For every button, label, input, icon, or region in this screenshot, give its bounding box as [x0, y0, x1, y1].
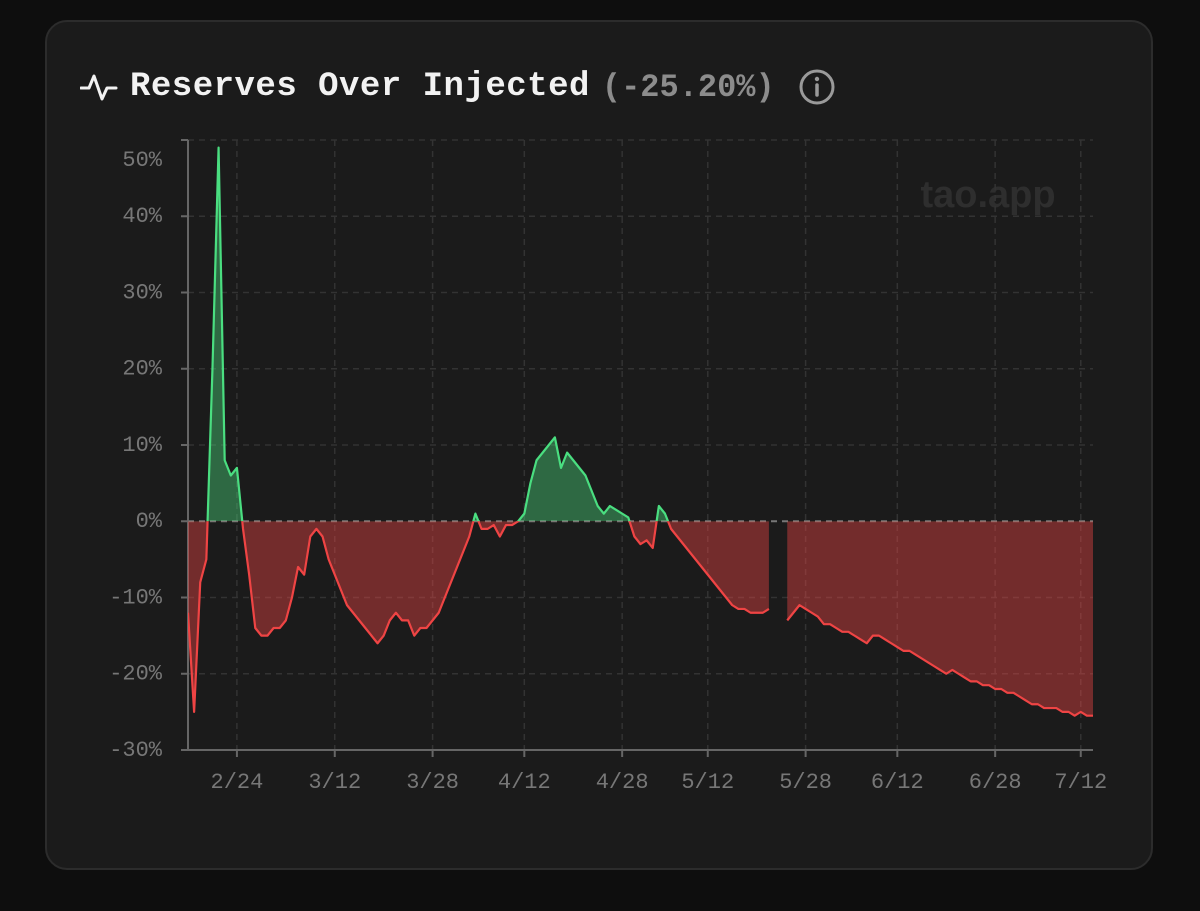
header: Reserves Over Injected (-25.20%)	[80, 64, 837, 110]
y-tick-label: 10%	[122, 433, 162, 458]
y-tick-label: 50%	[122, 148, 162, 173]
line-negative	[188, 521, 770, 713]
area-negative	[787, 521, 1093, 716]
x-tick-label: 4/28	[596, 770, 649, 795]
chart-title: Reserves Over Injected	[130, 68, 590, 106]
x-tick-label: 3/28	[406, 770, 459, 795]
y-tick-label: -30%	[109, 738, 163, 763]
x-tick-label: 4/12	[498, 770, 551, 795]
chart-subtitle: (-25.20%)	[601, 68, 775, 106]
x-tick-label: 3/12	[308, 770, 361, 795]
x-tick-label: 6/12	[871, 770, 924, 795]
y-tick-label: -20%	[109, 662, 163, 687]
y-tick-label: -10%	[109, 585, 163, 610]
x-tick-label: 2/24	[211, 770, 264, 795]
x-tick-label: 7/12	[1054, 770, 1107, 795]
pulse-icon	[80, 74, 118, 101]
y-tick-label: 0%	[136, 509, 163, 534]
y-tick-label: 20%	[122, 357, 162, 382]
line-negative	[786, 604, 1093, 717]
x-tick-label: 6/28	[969, 770, 1022, 795]
y-tick-label: 40%	[122, 204, 162, 229]
x-tick-label: 5/12	[681, 770, 734, 795]
x-tick-label: 5/28	[779, 770, 832, 795]
watermark: tao.app	[920, 174, 1055, 216]
y-tick-label: 30%	[122, 280, 162, 305]
info-icon[interactable]	[797, 67, 837, 107]
